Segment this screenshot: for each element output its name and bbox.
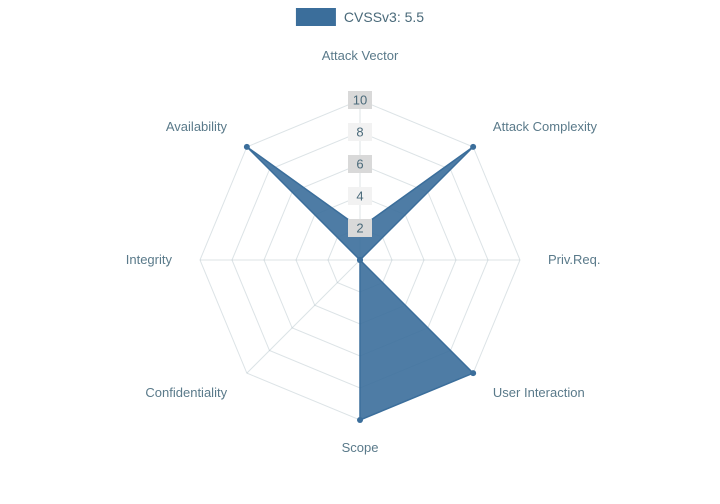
- data-point: [244, 144, 250, 150]
- axis-label: Attack Vector: [322, 48, 399, 63]
- chart-legend: CVSSv3: 5.5: [296, 8, 424, 26]
- axis-label: Scope: [342, 440, 379, 455]
- data-point: [470, 370, 476, 376]
- legend-label: CVSSv3: 5.5: [344, 9, 424, 25]
- axis-label: Availability: [166, 119, 228, 134]
- cvss-radar-chart: CVSSv3: 5.5 Attack Vector Attack Complexi…: [0, 0, 720, 504]
- tick-label: 10: [353, 92, 367, 107]
- axis-label: Confidentiality: [145, 385, 227, 400]
- axis-label: Priv.Req.: [548, 252, 601, 267]
- tick-label: 6: [356, 156, 363, 171]
- tick-label: 4: [356, 188, 363, 203]
- data-point: [357, 417, 363, 423]
- axis-label: Integrity: [126, 252, 173, 267]
- tick-label: 8: [356, 124, 363, 139]
- radar-svg: Attack Vector Attack Complexity Priv.Req. U…: [0, 0, 720, 504]
- data-point: [470, 144, 476, 150]
- axis-label: User Interaction: [493, 385, 585, 400]
- tick-label: 2: [356, 220, 363, 235]
- axis-label: Attack Complexity: [493, 119, 598, 134]
- data-point: [357, 257, 363, 263]
- legend-swatch: [296, 8, 336, 26]
